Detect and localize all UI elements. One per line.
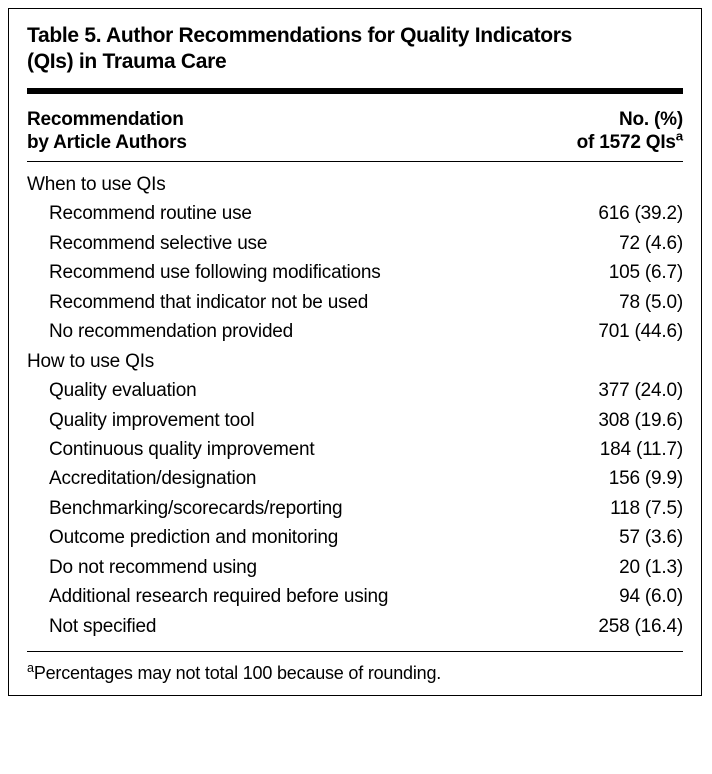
footnote-sup: a xyxy=(27,661,34,675)
row-label: No recommendation provided xyxy=(27,317,293,346)
table-row: Do not recommend using 20 (1.3) xyxy=(27,553,683,582)
row-label: Recommend routine use xyxy=(27,199,252,228)
row-value: 20 (1.3) xyxy=(619,553,683,582)
table-row: Continuous quality improvement 184 (11.7) xyxy=(27,435,683,464)
column-header-row: Recommendation by Article Authors No. (%… xyxy=(27,108,683,156)
row-value: 308 (19.6) xyxy=(598,406,683,435)
title-line2: (QIs) in Trauma Care xyxy=(27,50,226,73)
table-row: Not specified 258 (16.4) xyxy=(27,612,683,641)
thick-rule xyxy=(27,88,683,94)
header-right-line1: No. (%) xyxy=(619,109,683,130)
row-value: 258 (16.4) xyxy=(598,612,683,641)
row-value: 616 (39.2) xyxy=(598,199,683,228)
header-left-line1: Recommendation xyxy=(27,109,184,130)
header-left-line2: by Article Authors xyxy=(27,132,187,153)
row-value: 118 (7.5) xyxy=(610,494,683,523)
row-value: 72 (4.6) xyxy=(619,229,683,258)
row-value: 184 (11.7) xyxy=(600,435,683,464)
table-title: Table 5. Author Recommendations for Qual… xyxy=(27,23,683,76)
row-label: Recommend selective use xyxy=(27,229,267,258)
header-left: Recommendation by Article Authors xyxy=(27,108,187,156)
row-value: 94 (6.0) xyxy=(619,582,683,611)
section-label: When to use QIs xyxy=(27,170,683,199)
table-row: Additional research required before usin… xyxy=(27,582,683,611)
row-value: 78 (5.0) xyxy=(619,288,683,317)
row-label: Quality improvement tool xyxy=(27,406,254,435)
header-rule xyxy=(27,161,683,162)
bottom-rule xyxy=(27,651,683,652)
row-value: 377 (24.0) xyxy=(598,376,683,405)
title-line1: Table 5. Author Recommendations for Qual… xyxy=(27,24,572,47)
table-row: Recommend routine use 616 (39.2) xyxy=(27,199,683,228)
row-label: Additional research required before usin… xyxy=(27,582,388,611)
header-right: No. (%) of 1572 QIsa xyxy=(577,108,683,156)
table-row: Accreditation/designation 156 (9.9) xyxy=(27,464,683,493)
header-right-sup: a xyxy=(676,129,683,144)
row-value: 156 (9.9) xyxy=(609,464,683,493)
row-label: Benchmarking/scorecards/reporting xyxy=(27,494,342,523)
table-row: Recommend that indicator not be used 78 (… xyxy=(27,288,683,317)
row-label: Outcome prediction and monitoring xyxy=(27,523,338,552)
section-label: How to use QIs xyxy=(27,347,683,376)
row-label: Recommend use following modifications xyxy=(27,258,381,287)
table-body: When to use QIsRecommend routine use 616 … xyxy=(27,170,683,641)
table-row: Quality evaluation 377 (24.0) xyxy=(27,376,683,405)
row-value: 57 (3.6) xyxy=(619,523,683,552)
table-container: Table 5. Author Recommendations for Qual… xyxy=(8,8,702,696)
row-value: 105 (6.7) xyxy=(609,258,683,287)
table-row: Quality improvement tool 308 (19.6) xyxy=(27,406,683,435)
row-label: Accreditation/designation xyxy=(27,464,256,493)
row-label: Not specified xyxy=(27,612,156,641)
table-row: Recommend selective use 72 (4.6) xyxy=(27,229,683,258)
row-label: Quality evaluation xyxy=(27,376,196,405)
table-row: Outcome prediction and monitoring 57 (3.6… xyxy=(27,523,683,552)
table-row: Recommend use following modifications 105… xyxy=(27,258,683,287)
table-row: No recommendation provided 701 (44.6) xyxy=(27,317,683,346)
row-label: Do not recommend using xyxy=(27,553,257,582)
footnote-text: Percentages may not total 100 because of… xyxy=(34,663,441,683)
header-right-line2-prefix: of 1572 QIs xyxy=(577,132,676,153)
table-row: Benchmarking/scorecards/reporting 118 (7.… xyxy=(27,494,683,523)
row-label: Continuous quality improvement xyxy=(27,435,314,464)
footnote: aPercentages may not total 100 because o… xyxy=(27,662,683,685)
row-value: 701 (44.6) xyxy=(598,317,683,346)
row-label: Recommend that indicator not be used xyxy=(27,288,368,317)
